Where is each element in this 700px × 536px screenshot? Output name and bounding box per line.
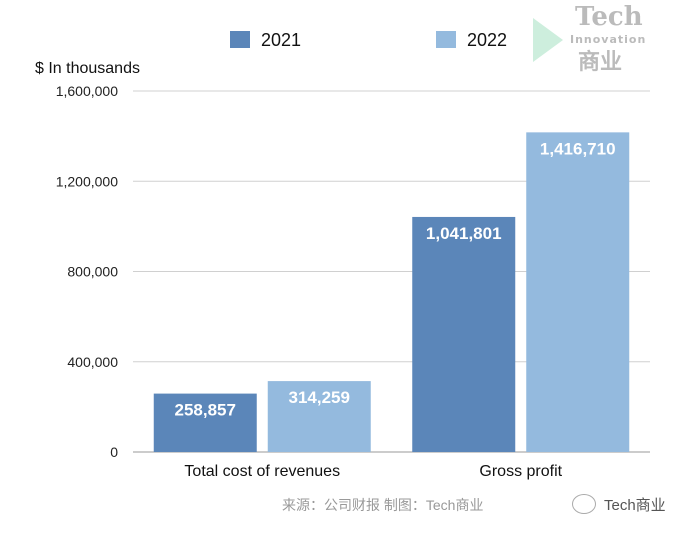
wechat-icon [572, 494, 596, 514]
data-label: 314,259 [289, 388, 350, 407]
legend-label: 2021 [261, 30, 301, 50]
data-label: 1,416,710 [540, 139, 616, 158]
y-axis-label: $ In thousands [35, 60, 140, 77]
bar-2022 [267, 381, 371, 452]
bar-2021 [412, 216, 516, 452]
y-tick-label: 0 [110, 444, 118, 460]
x-tick-label: Total cost of revenues [184, 463, 340, 480]
chevron-logo-icon [533, 18, 563, 62]
y-tick-label: 1,600,000 [56, 83, 118, 99]
x-tick-label: Gross profit [479, 463, 562, 480]
legend-swatch [436, 31, 456, 48]
watermark-tech: Tech [575, 2, 643, 32]
legend-swatch [230, 31, 250, 48]
watermark-cn: 商业 [578, 50, 623, 75]
watermark-innovation: Innovation [570, 33, 647, 46]
y-tick-label: 1,200,000 [56, 173, 118, 189]
y-tick-label: 800,000 [67, 264, 118, 280]
data-label: 258,857 [175, 401, 236, 420]
bar-2022 [526, 132, 630, 453]
account-name: Tech商业 [604, 497, 666, 514]
source-note: 来源：公司财报 制图：Tech商业 [282, 497, 484, 513]
data-label: 1,041,801 [426, 224, 502, 243]
y-tick-label: 400,000 [67, 354, 118, 370]
legend-label: 2022 [467, 30, 507, 50]
bar-2021 [153, 393, 257, 452]
